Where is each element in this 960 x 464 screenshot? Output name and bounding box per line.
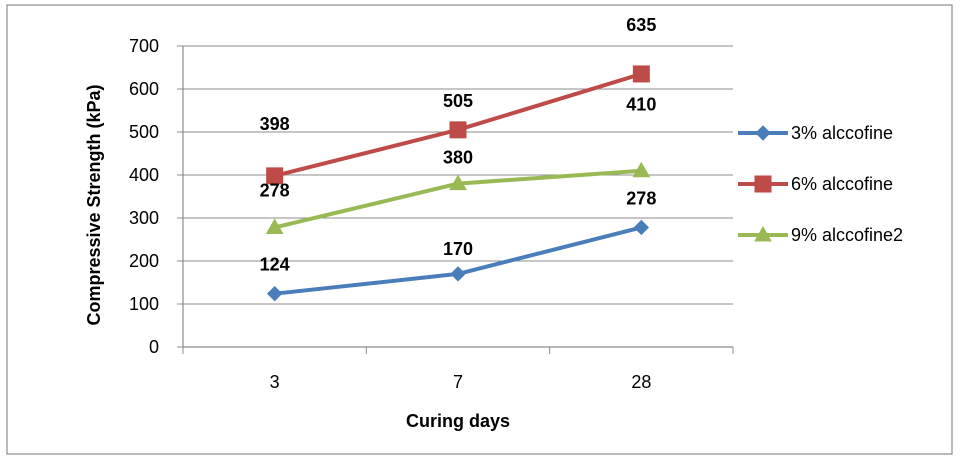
series-layer: [265, 65, 651, 302]
legend: 3% alccofine 6% alccofine 9% alccofine2: [738, 123, 903, 245]
legend-item: 6% alccofine: [738, 174, 893, 194]
data-point-diamond: [450, 266, 466, 282]
series-2: [266, 65, 650, 185]
y-tick-label: 100: [129, 294, 159, 314]
legend-label: 3% alccofine: [791, 123, 893, 143]
data-label: 124: [260, 255, 290, 275]
data-label: 410: [626, 95, 656, 115]
legend-label: 9% alccofine2: [791, 225, 903, 245]
data-point-triangle: [632, 161, 651, 178]
x-tick-label: 7: [453, 372, 463, 392]
data-label: 505: [443, 91, 473, 111]
data-point-diamond: [633, 219, 650, 236]
series-1: [266, 219, 650, 302]
data-label: 398: [260, 114, 290, 134]
x-tick-label: 3: [270, 372, 280, 392]
data-point-diamond: [266, 285, 283, 302]
data-point-square: [266, 167, 284, 185]
legend-marker: [754, 225, 772, 242]
data-label: 278: [626, 188, 656, 208]
chart-border: [6, 4, 953, 455]
y-tick-label: 500: [129, 122, 159, 142]
data-point-triangle: [265, 218, 284, 234]
data-labels: 124 170 278 398 505 635 278 380 410: [260, 15, 657, 275]
data-point-square: [632, 65, 650, 83]
series-3: [265, 161, 651, 234]
data-label: 170: [443, 239, 473, 259]
y-tick-label: 700: [129, 36, 159, 56]
data-point-triangle: [449, 174, 467, 191]
y-axis-title: Compressive Strength (kPa): [84, 84, 104, 325]
data-label: 635: [626, 15, 656, 35]
data-label: 278: [260, 180, 290, 200]
data-label: 380: [443, 148, 473, 168]
y-tick-label: 200: [129, 251, 159, 271]
legend-item: 3% alccofine: [738, 123, 893, 143]
y-tick-label: 0: [149, 337, 159, 357]
legend-marker: [754, 175, 772, 193]
axes: 0 100 200 300 400 500 600 700 3 7 28: [129, 36, 734, 392]
data-point-square: [449, 121, 467, 139]
y-tick-label: 400: [129, 165, 159, 185]
legend-marker: [755, 125, 771, 141]
legend-label: 6% alccofine: [791, 174, 893, 194]
x-tick-label: 28: [631, 372, 651, 392]
legend-item: 9% alccofine2: [738, 225, 903, 245]
y-tick-label: 300: [129, 208, 159, 228]
y-tick-label: 600: [129, 79, 159, 99]
x-axis-title: Curing days: [406, 411, 510, 431]
